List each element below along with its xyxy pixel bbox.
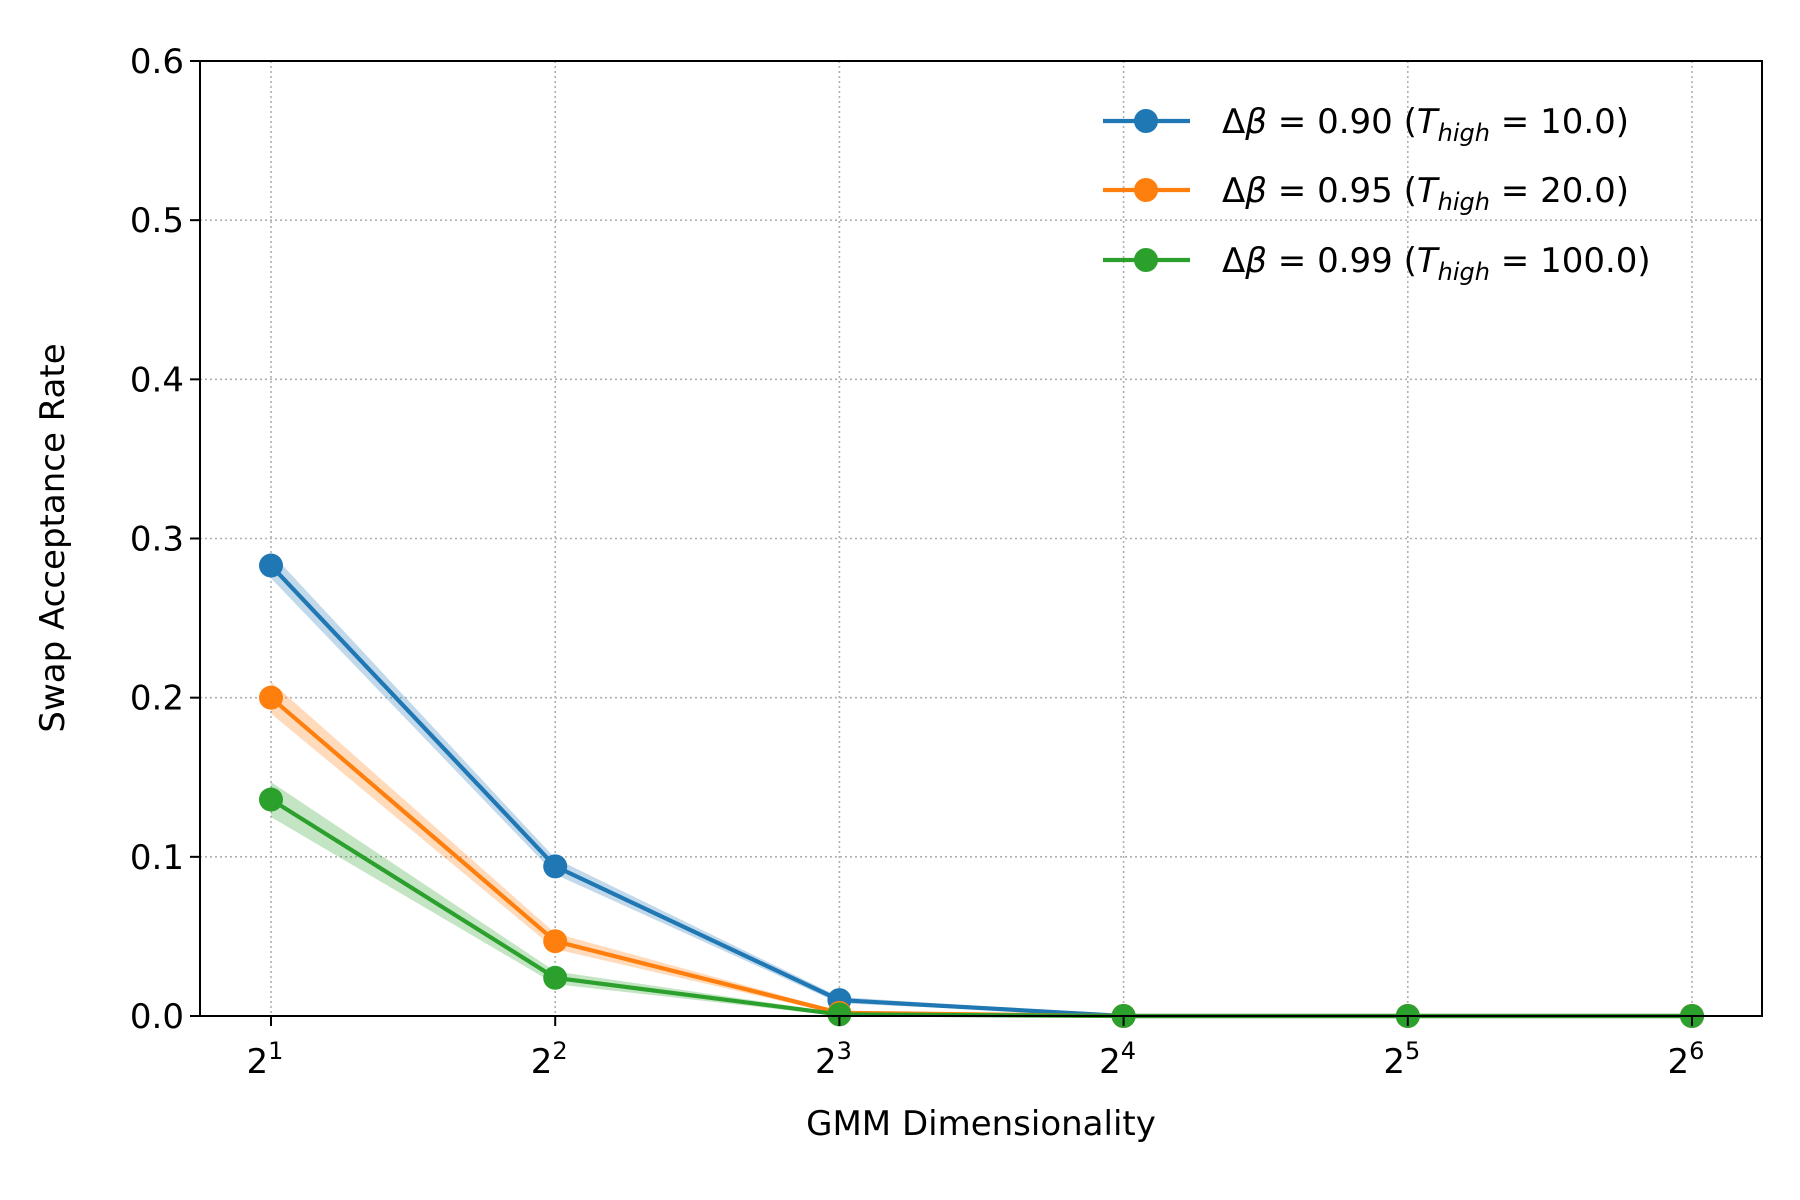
x-tick-label: 25 [1383,1037,1420,1082]
legend-marker [1134,109,1158,133]
confidence-band [271,552,1692,1016]
series-line [269,564,1692,1019]
y-tick-label: 0.4 [130,360,184,400]
series-3 [259,782,1704,1028]
x-tick-label: 21 [247,1037,284,1082]
x-axis-label: GMM Dimensionality [806,1104,1156,1144]
legend-label: Δβ = 0.90 (Thigh = 10.0) [1222,102,1629,147]
legend-entry-1: Δβ = 0.90 (Thigh = 10.0) [1103,102,1629,147]
legend-label: Δβ = 0.99 (Thigh = 100.0) [1222,241,1651,286]
y-tick-label: 0.0 [130,997,184,1037]
series-2 [259,681,1704,1028]
data-point [543,929,568,954]
y-tick-label: 0.2 [130,679,184,719]
legend-label: Δβ = 0.95 (Thigh = 20.0) [1222,171,1629,216]
data-point [259,685,283,710]
y-axis-label: Swap Acceptance Rate [33,343,73,732]
x-tick-label: 23 [815,1037,852,1082]
y-tick-label: 0.3 [130,520,184,560]
data-point [259,553,283,578]
data-point [259,787,283,812]
series-line [269,797,1692,1019]
data-point [827,1002,852,1027]
series-layer [259,552,1704,1028]
data-point [543,965,568,990]
y-tick-label: 0.1 [130,838,184,878]
legend-marker [1134,178,1158,202]
legend-entry-3: Δβ = 0.99 (Thigh = 100.0) [1103,241,1651,286]
series-1 [259,552,1704,1028]
x-tick-label: 24 [1099,1037,1136,1082]
y-tick-label: 0.5 [130,201,184,241]
x-tick-label: 26 [1668,1037,1705,1082]
legend-entry-2: Δβ = 0.95 (Thigh = 20.0) [1103,171,1629,216]
x-tick-label: 22 [531,1037,568,1082]
legend: Δβ = 0.90 (Thigh = 10.0) Δβ = 0.95 (Thigh… [1103,102,1651,286]
y-axis: 0.0 0.1 0.2 0.3 0.4 0.5 0.6 [130,42,200,1037]
confidence-band [271,681,1692,1016]
legend-marker [1134,248,1158,272]
data-point [543,854,568,879]
x-axis: 21 22 23 24 25 26 [247,1016,1705,1082]
y-tick-label: 0.6 [130,42,184,82]
confidence-band [271,782,1692,1016]
